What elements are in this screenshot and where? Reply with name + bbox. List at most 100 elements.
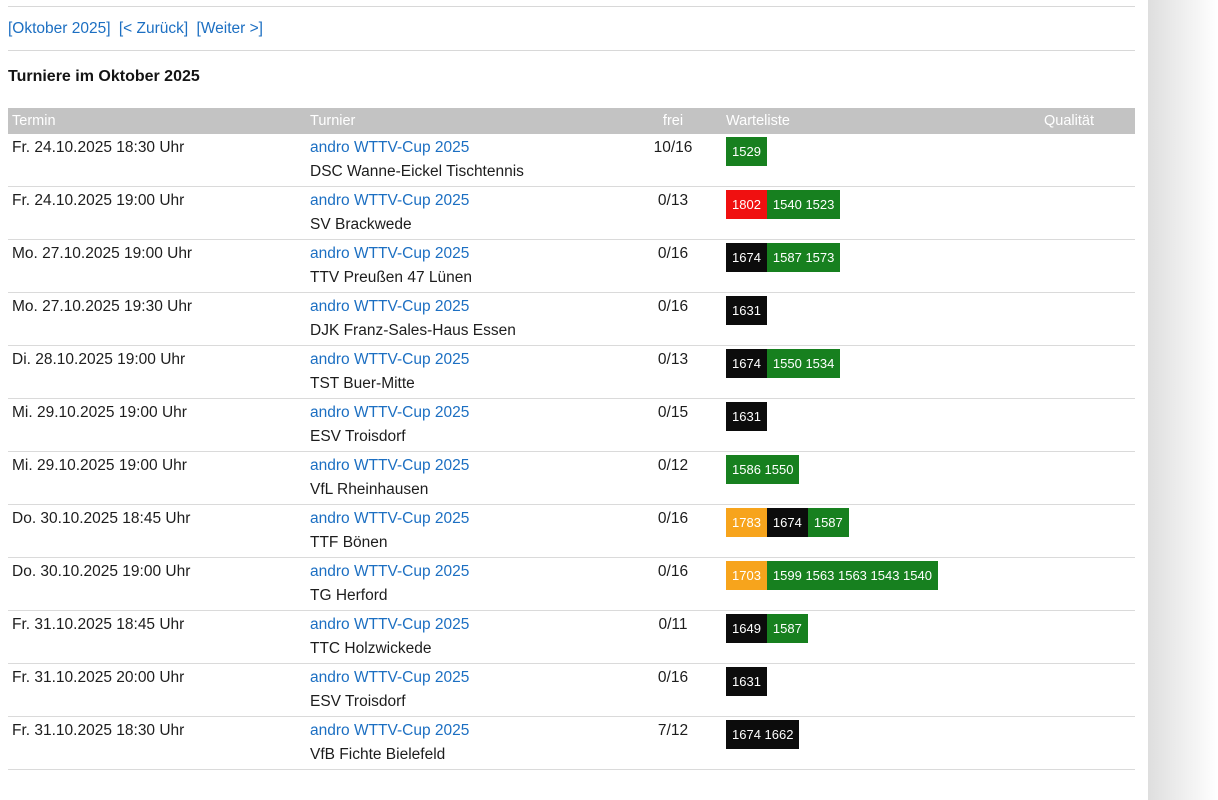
turnier-cell: andro WTTV-Cup 2025 VfL Rheinhausen — [310, 454, 640, 502]
termin-cell: Do. 30.10.2025 19:00 Uhr — [12, 563, 191, 580]
frei-cell: 0/12 — [657, 457, 689, 474]
club-name: ESV Troisdorf — [310, 428, 406, 445]
turnier-cell: andro WTTV-Cup 2025 ESV Troisdorf — [310, 401, 640, 449]
termin-cell: Fr. 31.10.2025 18:45 Uhr — [12, 616, 185, 633]
club-name: TG Herford — [310, 587, 388, 604]
ttr-badge-black: 1649 — [726, 614, 767, 643]
termin-cell: Do. 30.10.2025 18:45 Uhr — [12, 510, 191, 527]
nav-link-back[interactable]: [< Zurück] — [118, 20, 189, 37]
table-row: Mo. 27.10.2025 19:00 Uhr andro WTTV-Cup … — [8, 240, 1135, 293]
ttr-badge-green: 1587 — [766, 614, 808, 643]
top-divider — [8, 6, 1135, 7]
club-name: SV Brackwede — [310, 216, 412, 233]
ttr-badge-black: 1631 — [726, 296, 767, 325]
qualitaet-cell — [1003, 189, 1135, 237]
turnier-cell: andro WTTV-Cup 2025 ESV Troisdorf — [310, 666, 640, 714]
ttr-badge-green: 1599 1563 1563 1543 1540 — [766, 561, 938, 590]
ttr-badge-black: 1674 — [726, 349, 767, 378]
turnier-cell: andro WTTV-Cup 2025 TTV Preußen 47 Lünen — [310, 242, 640, 290]
ttr-badge-black: 1674 — [726, 243, 767, 272]
club-name: VfB Fichte Bielefeld — [310, 746, 446, 763]
qualitaet-cell — [1003, 401, 1135, 449]
table-header-row: Termin Turnier frei Warteliste Qualität — [8, 108, 1135, 134]
termin-cell: Fr. 31.10.2025 18:30 Uhr — [12, 722, 185, 739]
warteliste-cell: 1802 1540 1523 — [706, 189, 1003, 237]
nav-link-next[interactable]: [Weiter >] — [196, 20, 263, 37]
tournament-link[interactable]: andro WTTV-Cup 2025 — [310, 351, 470, 368]
frei-cell: 0/16 — [657, 510, 689, 527]
ttr-badge-black: 1674 — [766, 508, 808, 537]
club-name: TTC Holzwickede — [310, 640, 432, 657]
page-edge-shadow — [1148, 0, 1218, 800]
frei-cell: 7/12 — [657, 722, 689, 739]
tournament-link[interactable]: andro WTTV-Cup 2025 — [310, 457, 470, 474]
qualitaet-cell — [1003, 507, 1135, 555]
warteliste-cell: 1586 1550 — [706, 454, 1003, 502]
qualitaet-cell — [1003, 295, 1135, 343]
nav-link-current-month[interactable]: [Oktober 2025] — [8, 20, 111, 37]
frei-cell: 0/16 — [657, 245, 689, 262]
qualitaet-cell — [1003, 348, 1135, 396]
page-title: Turniere im Oktober 2025 — [8, 68, 200, 85]
ttr-badge-green: 1587 — [807, 508, 849, 537]
col-header-frei: frei — [662, 113, 684, 129]
turnier-cell: andro WTTV-Cup 2025 TTC Holzwickede — [310, 613, 640, 661]
tournament-link[interactable]: andro WTTV-Cup 2025 — [310, 616, 470, 633]
turnier-cell: andro WTTV-Cup 2025 DJK Franz-Sales-Haus… — [310, 295, 640, 343]
table-row: Do. 30.10.2025 18:45 Uhr andro WTTV-Cup … — [8, 505, 1135, 558]
termin-cell: Mi. 29.10.2025 19:00 Uhr — [12, 457, 187, 474]
club-name: VfL Rheinhausen — [310, 481, 429, 498]
club-name: TST Buer-Mitte — [310, 375, 415, 392]
ttr-badge-black: 1631 — [726, 667, 767, 696]
table-row: Fr. 24.10.2025 19:00 Uhr andro WTTV-Cup … — [8, 187, 1135, 240]
tournament-link[interactable]: andro WTTV-Cup 2025 — [310, 563, 470, 580]
nav-divider — [8, 50, 1135, 51]
tournament-link[interactable]: andro WTTV-Cup 2025 — [310, 722, 470, 739]
termin-cell: Fr. 24.10.2025 19:00 Uhr — [12, 192, 185, 209]
tournament-link[interactable]: andro WTTV-Cup 2025 — [310, 192, 470, 209]
qualitaet-cell — [1003, 613, 1135, 661]
table-row: Mi. 29.10.2025 19:00 Uhr andro WTTV-Cup … — [8, 452, 1135, 505]
frei-cell: 0/16 — [657, 298, 689, 315]
tournament-link[interactable]: andro WTTV-Cup 2025 — [310, 139, 470, 156]
turnier-cell: andro WTTV-Cup 2025 TST Buer-Mitte — [310, 348, 640, 396]
tournament-table-body: Fr. 24.10.2025 18:30 Uhr andro WTTV-Cup … — [8, 134, 1135, 770]
turnier-cell: andro WTTV-Cup 2025 TTF Bönen — [310, 507, 640, 555]
club-name: TTV Preußen 47 Lünen — [310, 269, 472, 286]
qualitaet-cell — [1003, 136, 1135, 184]
turnier-cell: andro WTTV-Cup 2025 TG Herford — [310, 560, 640, 608]
month-navigation: [Oktober 2025] [< Zurück] [Weiter >] — [8, 7, 1135, 50]
qualitaet-cell — [1003, 560, 1135, 608]
frei-cell: 0/11 — [658, 616, 688, 633]
frei-cell: 0/16 — [657, 669, 689, 686]
termin-cell: Mo. 27.10.2025 19:00 Uhr — [12, 245, 193, 262]
tournament-link[interactable]: andro WTTV-Cup 2025 — [310, 404, 470, 421]
club-name: DJK Franz-Sales-Haus Essen — [310, 322, 516, 339]
ttr-badge-black: 1674 1662 — [726, 720, 800, 749]
table-row: Mi. 29.10.2025 19:00 Uhr andro WTTV-Cup … — [8, 399, 1135, 452]
termin-cell: Mo. 27.10.2025 19:30 Uhr — [12, 298, 193, 315]
turnier-cell: andro WTTV-Cup 2025 SV Brackwede — [310, 189, 640, 237]
ttr-badge-green: 1587 1573 — [766, 243, 841, 272]
tournament-link[interactable]: andro WTTV-Cup 2025 — [310, 510, 470, 527]
tournament-link[interactable]: andro WTTV-Cup 2025 — [310, 298, 470, 315]
warteliste-cell: 1649 1587 — [706, 613, 1003, 661]
col-header-termin: Termin — [12, 113, 56, 129]
main-content: [Oktober 2025] [< Zurück] [Weiter >] Tur… — [8, 6, 1135, 770]
table-row: Fr. 31.10.2025 18:30 Uhr andro WTTV-Cup … — [8, 717, 1135, 770]
qualitaet-cell — [1003, 242, 1135, 290]
table-row: Fr. 24.10.2025 18:30 Uhr andro WTTV-Cup … — [8, 134, 1135, 187]
col-header-turnier: Turnier — [310, 113, 356, 129]
club-name: TTF Bönen — [310, 534, 388, 551]
tournament-link[interactable]: andro WTTV-Cup 2025 — [310, 245, 470, 262]
page-container: [Oktober 2025] [< Zurück] [Weiter >] Tur… — [8, 0, 1218, 800]
qualitaet-cell — [1003, 719, 1135, 767]
frei-cell: 10/16 — [653, 139, 693, 156]
warteliste-cell: 1529 — [706, 136, 1003, 184]
table-row: Fr. 31.10.2025 18:45 Uhr andro WTTV-Cup … — [8, 611, 1135, 664]
table-row: Mo. 27.10.2025 19:30 Uhr andro WTTV-Cup … — [8, 293, 1135, 346]
tournament-table: Termin Turnier frei Warteliste Qualität … — [8, 108, 1135, 770]
turnier-cell: andro WTTV-Cup 2025 DSC Wanne-Eickel Tis… — [310, 136, 640, 184]
warteliste-cell: 1674 1550 1534 — [706, 348, 1003, 396]
tournament-link[interactable]: andro WTTV-Cup 2025 — [310, 669, 470, 686]
